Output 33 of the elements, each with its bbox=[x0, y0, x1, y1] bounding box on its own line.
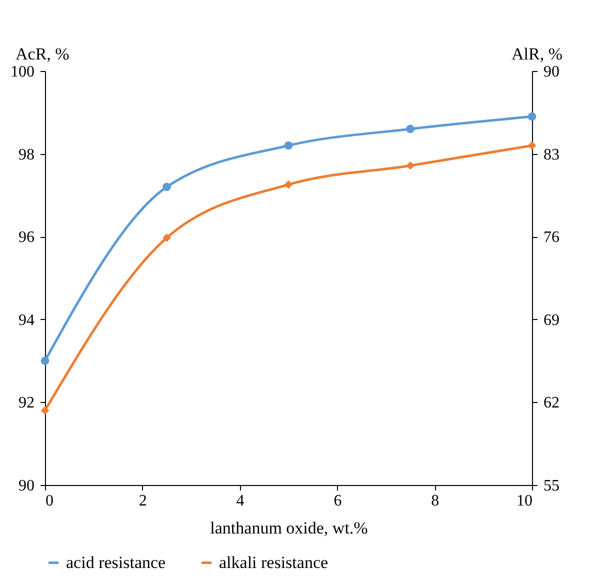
y-tick-label: 92 bbox=[18, 394, 34, 412]
point bbox=[284, 141, 293, 150]
x-tick-label: 0 bbox=[46, 492, 54, 510]
y-tick-label: 94 bbox=[18, 312, 34, 329]
y2-axis-title: AlR, % bbox=[512, 44, 562, 64]
y2-tick-label: 69 bbox=[544, 312, 560, 329]
point bbox=[528, 112, 536, 121]
point bbox=[162, 182, 171, 192]
legend-label: alkali resistance bbox=[219, 552, 328, 572]
point bbox=[528, 141, 536, 150]
x-tick-label: 4 bbox=[236, 492, 244, 510]
x-tick-label: 6 bbox=[334, 492, 342, 510]
point bbox=[284, 180, 293, 189]
y2-tick-label: 90 bbox=[544, 64, 560, 80]
y-tick-label: 98 bbox=[18, 146, 34, 164]
y2-tick-label: 83 bbox=[544, 146, 560, 164]
y2-tick-label: 55 bbox=[544, 478, 560, 494]
y2-tick-label: 76 bbox=[544, 229, 560, 246]
point bbox=[162, 234, 171, 242]
x-tick-label: 10 bbox=[516, 492, 532, 510]
x-axis-title: lanthanum oxide, wt.% bbox=[210, 518, 368, 538]
point bbox=[406, 124, 414, 134]
point bbox=[40, 406, 50, 415]
y2-tick-label: 62 bbox=[544, 394, 560, 412]
x-tick-label: 8 bbox=[431, 492, 440, 510]
legend-label: acid resistance bbox=[66, 552, 166, 572]
x-tick-label: 2 bbox=[138, 492, 147, 510]
y-tick-label: 96 bbox=[18, 229, 34, 246]
y-tick-label: 90 bbox=[18, 478, 34, 494]
y-tick-label: 100 bbox=[10, 64, 34, 80]
point bbox=[40, 356, 50, 365]
y-axis-title: AcR, % bbox=[16, 44, 70, 64]
point bbox=[406, 161, 414, 170]
